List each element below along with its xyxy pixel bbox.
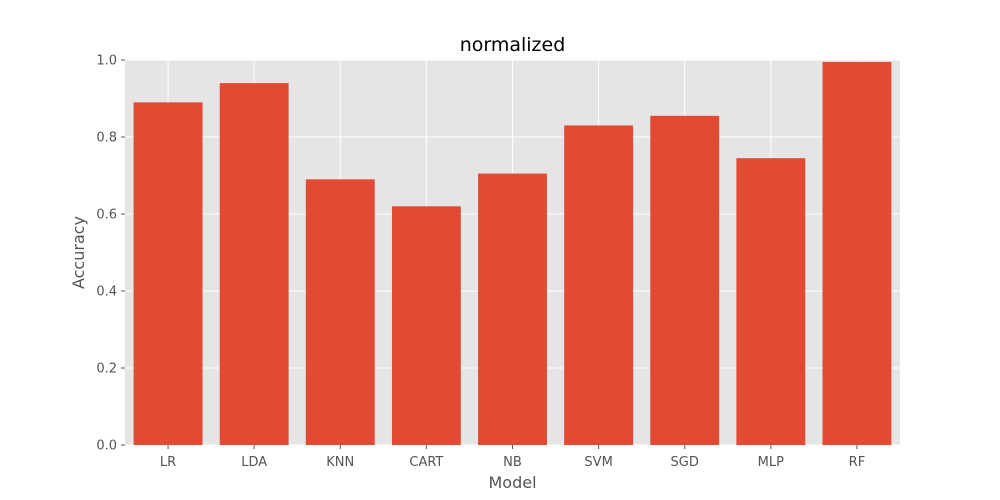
x-tick-label-lda: LDA [241, 455, 267, 470]
y-tick-label: 0.2 [96, 362, 117, 377]
bar-knn [305, 179, 375, 445]
x-tick-label-lr: LR [160, 455, 176, 470]
x-axis-label: Model [488, 473, 536, 492]
bars [133, 61, 892, 446]
y-tick-label: 0.6 [96, 208, 117, 223]
bar-lr [133, 102, 203, 445]
y-axis-label: Accuracy [69, 216, 88, 289]
y-tick-label: 0.0 [96, 439, 117, 454]
x-axis-ticks: LR LDA KNN CART NB SVM SGD MLP RF [160, 445, 865, 470]
x-tick-label-nb: NB [503, 455, 522, 470]
y-tick-label: 0.8 [96, 131, 117, 146]
x-tick-label-cart: CART [409, 455, 443, 470]
bar-rf [822, 61, 892, 446]
y-tick-label: 0.4 [96, 285, 117, 300]
bar-mlp [736, 158, 806, 446]
y-axis-ticks: 0.0 0.2 0.4 0.6 0.8 1.0 [96, 54, 125, 454]
bar-lda [219, 83, 289, 445]
bar-svm [564, 125, 634, 445]
bar-sgd [650, 115, 720, 445]
x-tick-label-svm: SVM [584, 455, 612, 470]
x-tick-label-rf: RF [849, 455, 866, 470]
chart-title: normalized [460, 34, 566, 56]
x-tick-label-knn: KNN [326, 455, 354, 470]
bar-cart [391, 206, 461, 445]
y-tick-label: 1.0 [96, 54, 117, 69]
x-tick-label-sgd: SGD [671, 455, 699, 470]
x-tick-label-mlp: MLP [758, 455, 784, 470]
bar-nb [478, 173, 547, 445]
